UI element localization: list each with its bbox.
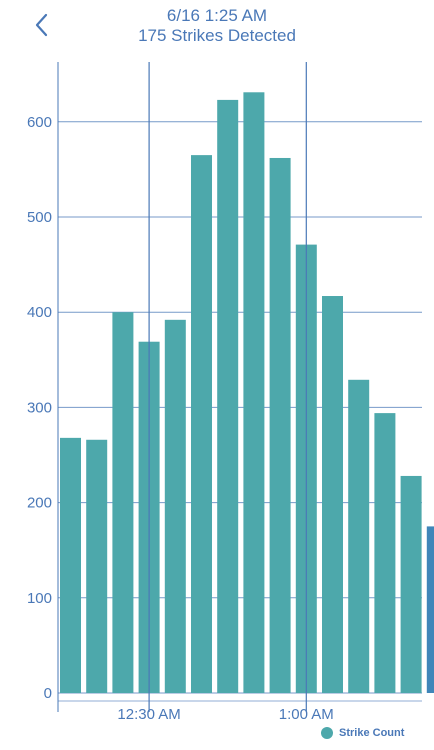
chevron-left-icon bbox=[35, 13, 48, 37]
y-tick-label: 100 bbox=[27, 590, 52, 607]
x-tick-label: 12:30 AM bbox=[117, 706, 180, 723]
x-tick-label: 1:00 AM bbox=[279, 706, 334, 723]
y-tick-label: 500 bbox=[27, 209, 52, 226]
chart-header: 6/16 1:25 AM 175 Strikes Detected bbox=[0, 6, 434, 46]
bar[interactable] bbox=[269, 157, 291, 693]
y-tick-label: 300 bbox=[27, 399, 52, 416]
x-axis-labels: 12:30 AM1:00 AM1:3 bbox=[117, 706, 334, 723]
legend-label: Strike Count bbox=[339, 727, 405, 739]
bar[interactable] bbox=[217, 99, 239, 694]
legend: Strike Count bbox=[321, 725, 404, 741]
bar[interactable] bbox=[191, 155, 212, 693]
bar[interactable] bbox=[400, 475, 422, 693]
bar[interactable] bbox=[243, 92, 265, 693]
bar[interactable] bbox=[86, 439, 108, 693]
bar[interactable] bbox=[164, 319, 186, 693]
y-tick-label: 600 bbox=[27, 114, 52, 131]
bar[interactable] bbox=[426, 526, 434, 693]
y-tick-label: 0 bbox=[44, 685, 52, 702]
bar[interactable] bbox=[112, 312, 134, 693]
back-button[interactable] bbox=[26, 8, 60, 42]
header-title: 6/16 1:25 AM bbox=[166, 6, 268, 25]
bar[interactable] bbox=[322, 296, 343, 693]
bar-series bbox=[60, 92, 434, 694]
y-tick-label: 400 bbox=[27, 304, 52, 321]
time-markers bbox=[148, 62, 307, 712]
bar[interactable] bbox=[374, 413, 396, 693]
legend-swatch bbox=[321, 727, 333, 739]
y-tick-label: 200 bbox=[27, 495, 52, 512]
bar[interactable] bbox=[60, 437, 81, 693]
bar[interactable] bbox=[348, 379, 370, 693]
y-axis-labels: 0 100 200 300 400 500 600 bbox=[27, 114, 52, 702]
header-subtitle: 175 Strikes Detected bbox=[138, 26, 296, 45]
